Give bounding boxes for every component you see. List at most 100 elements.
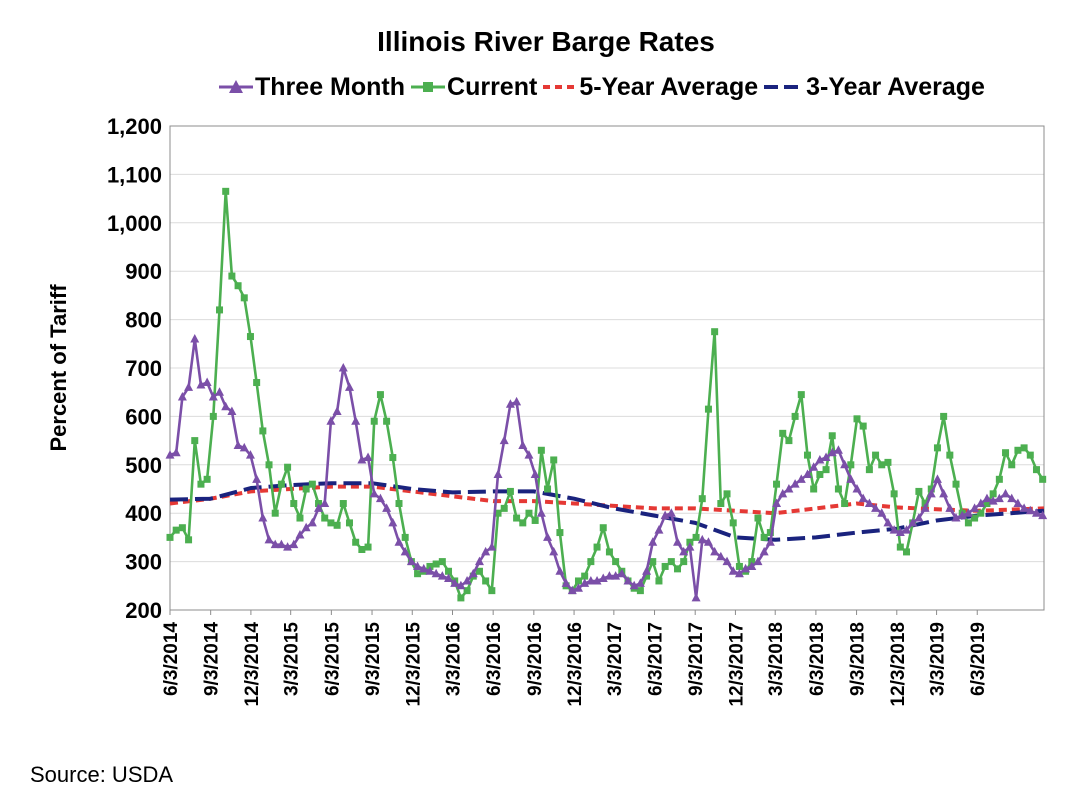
point-current — [203, 475, 211, 483]
point-current — [358, 546, 366, 553]
legend-swatch-three-month — [219, 80, 254, 93]
legend-item-5-year-average: 5-Year Average — [543, 73, 758, 102]
point-current — [1039, 475, 1047, 483]
point-current — [674, 565, 682, 573]
point-current — [599, 524, 607, 532]
point-three-month — [976, 498, 986, 508]
point-current — [952, 480, 960, 488]
x-tick-label: 3/3/2019 — [928, 622, 949, 696]
point-current — [401, 533, 409, 541]
point-current — [878, 461, 886, 469]
legend-swatch-5-year-average — [543, 85, 578, 89]
point-three-month — [252, 474, 262, 483]
point-three-month — [710, 546, 720, 556]
point-three-month — [815, 454, 825, 464]
series-line-current — [169, 190, 1044, 600]
point-three-month — [1038, 510, 1048, 520]
point-three-month — [276, 539, 286, 549]
y-axis-label: Percent of Tariff — [46, 284, 71, 452]
point-current — [519, 519, 527, 527]
point-current — [884, 458, 892, 466]
y-tick-label: 300 — [125, 550, 162, 575]
x-tick-label: 6/3/2019 — [968, 622, 989, 696]
point-current — [488, 587, 496, 595]
point-three-month — [759, 546, 769, 556]
point-three-month — [673, 537, 683, 546]
point-current — [475, 567, 483, 575]
point-current — [667, 558, 675, 566]
point-current — [872, 451, 880, 459]
point-current — [550, 456, 558, 464]
point-three-month — [375, 493, 385, 503]
point-three-month — [908, 517, 918, 527]
point-current — [735, 562, 743, 570]
point-three-month — [902, 525, 912, 534]
point-three-month — [982, 493, 992, 503]
point-current — [432, 560, 440, 568]
point-three-month — [388, 517, 398, 527]
point-current — [246, 333, 254, 341]
point-current — [296, 514, 304, 522]
point-current — [172, 526, 180, 534]
point-three-month — [697, 534, 707, 544]
point-three-month — [338, 363, 348, 372]
point-current — [537, 446, 545, 454]
point-three-month — [190, 333, 200, 343]
point-current — [494, 509, 502, 517]
point-current — [723, 490, 731, 498]
point-three-month — [592, 575, 602, 585]
point-three-month — [487, 542, 497, 551]
point-three-month — [784, 484, 794, 493]
point-current — [222, 187, 230, 195]
point-current — [649, 558, 657, 566]
point-current — [754, 514, 762, 522]
point-three-month — [1001, 488, 1011, 498]
point-three-month — [227, 406, 237, 416]
point-current — [445, 567, 453, 575]
x-tick-label: 3/3/2015 — [282, 622, 303, 696]
point-current — [853, 415, 861, 423]
point-three-month — [895, 527, 905, 537]
series-line-5-year-average — [169, 484, 1045, 516]
point-current — [333, 521, 341, 529]
point-three-month — [493, 469, 503, 478]
source-note: Source: USDA — [30, 762, 174, 787]
point-current — [983, 500, 991, 508]
point-current — [828, 432, 836, 440]
point-three-month — [437, 571, 447, 580]
point-current — [506, 487, 514, 495]
x-tick-label: 9/3/2016 — [525, 622, 546, 696]
point-three-month — [970, 503, 980, 512]
point-three-month — [549, 546, 559, 556]
point-current — [271, 509, 279, 517]
point-three-month — [351, 416, 361, 425]
point-three-month — [270, 539, 280, 549]
point-three-month — [877, 508, 887, 517]
point-current — [352, 538, 360, 546]
point-three-month — [945, 503, 955, 512]
point-three-month — [629, 580, 639, 590]
point-current — [810, 485, 818, 493]
point-three-month — [499, 435, 509, 445]
point-three-month — [660, 510, 670, 520]
point-current — [779, 429, 787, 437]
x-axis: 6/3/2014 9/3/2014 12/3/2014 3/3/2015 6/3/201… — [161, 610, 989, 707]
point-three-month — [611, 571, 621, 580]
point-current — [500, 504, 508, 512]
point-three-month — [864, 498, 874, 508]
legend-item-three-month: Three Month — [219, 73, 405, 102]
y-tick-label: 600 — [125, 404, 162, 429]
point-three-month — [635, 578, 645, 587]
point-current — [259, 427, 267, 435]
point-three-month — [1031, 508, 1041, 517]
point-current — [302, 485, 310, 493]
point-current — [191, 437, 199, 445]
point-three-month — [623, 575, 633, 585]
point-current — [234, 282, 242, 290]
point-current — [178, 524, 186, 532]
legend-item-current: Current — [411, 73, 537, 102]
point-current — [395, 500, 403, 508]
point-three-month — [332, 406, 342, 416]
point-current — [284, 463, 292, 471]
point-current — [277, 480, 285, 488]
